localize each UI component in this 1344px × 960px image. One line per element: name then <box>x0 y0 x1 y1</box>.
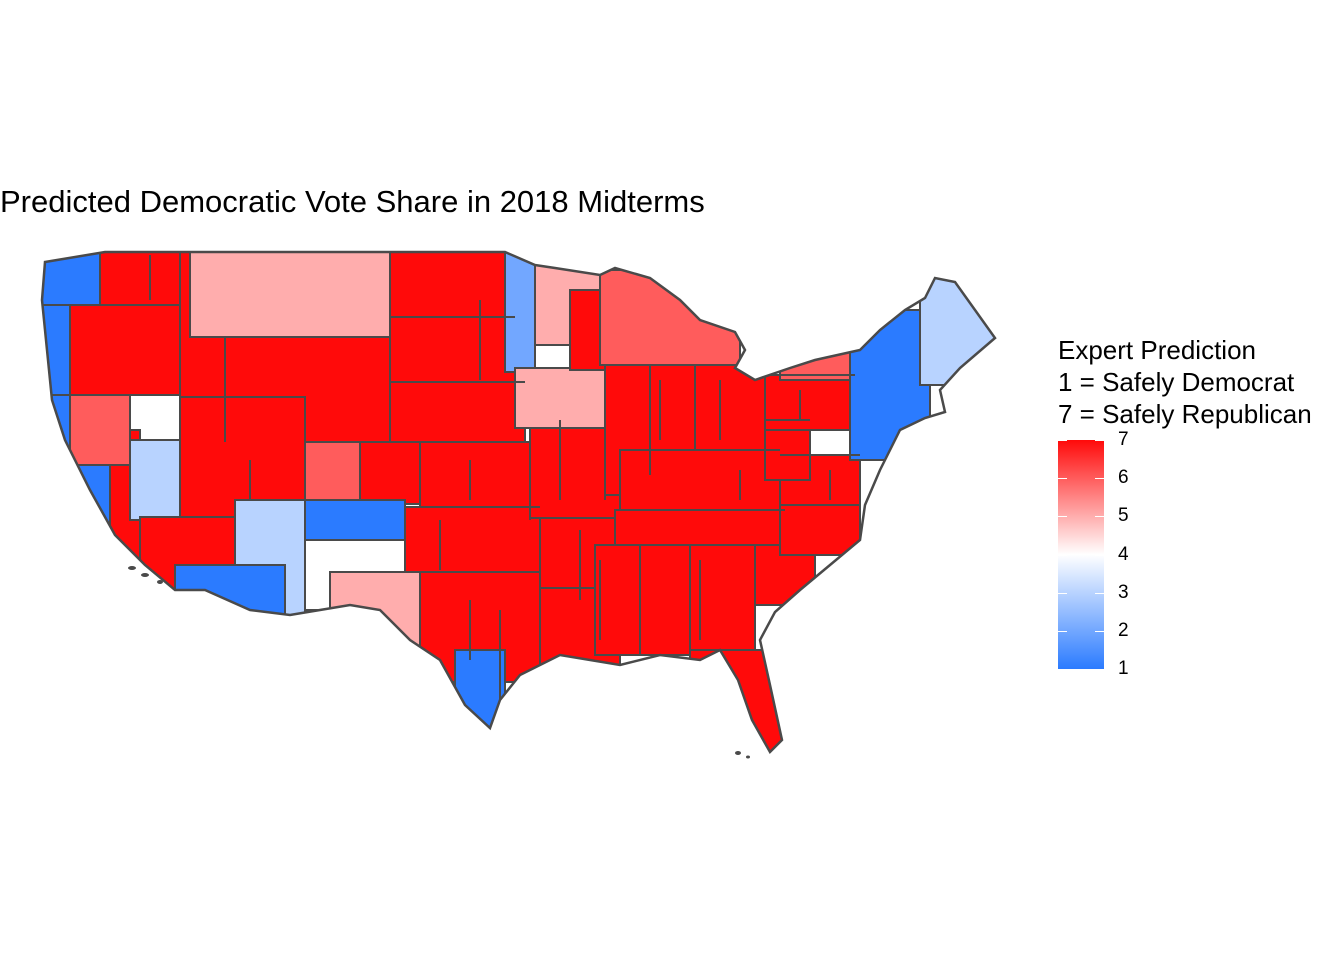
legend-tickmark-left <box>1058 630 1067 632</box>
region-iowa <box>514 367 606 429</box>
legend-tick-2: 2 <box>1118 619 1129 641</box>
district-region-layer <box>42 252 995 752</box>
legend-tick-1: 1 <box>1118 658 1129 679</box>
region-new-england <box>849 309 931 461</box>
legend-tickmark-right <box>1095 630 1104 632</box>
region-oklahoma <box>404 506 541 573</box>
legend-tickmark-left <box>1058 478 1067 480</box>
legend-title-line-2: 1 = Safely Democrat <box>1058 367 1295 397</box>
island-markers <box>128 566 750 759</box>
legend-tick-4: 4 <box>1118 543 1129 565</box>
legend-title-line-3: 7 = Safely Republican <box>1058 399 1312 429</box>
legend-tickmark-right <box>1095 478 1104 480</box>
region-colorado-east <box>359 441 421 505</box>
map-title: Predicted Democratic Vote Share in 2018 … <box>0 184 705 219</box>
region-tennessee <box>614 509 786 546</box>
region-nevada-north <box>69 394 131 466</box>
region-kansas <box>419 441 531 508</box>
region-michigan <box>599 269 741 366</box>
legend-tickmark-left <box>1058 516 1067 518</box>
region-washington-east <box>99 252 191 306</box>
region-utah <box>179 396 306 518</box>
region-north-carolina <box>779 504 861 556</box>
legend-tickmark-left <box>1058 440 1067 441</box>
legend-tickmark-right <box>1095 669 1104 670</box>
region-new-mexico-north <box>304 499 406 541</box>
legend-tickmark-right <box>1095 592 1104 594</box>
region-mississippi <box>594 544 641 656</box>
legend-tickmark-left <box>1058 592 1067 594</box>
legend-tickmark-right <box>1095 516 1104 518</box>
region-pennsylvania <box>764 374 856 431</box>
congressional-district-map <box>40 250 997 759</box>
legend-tickmark-right <box>1095 440 1104 441</box>
legend-tickmark-left <box>1058 669 1067 670</box>
region-minnesota-west <box>504 252 536 373</box>
legend-title-line-1: Expert Prediction <box>1058 335 1256 365</box>
district-lines <box>69 252 921 740</box>
legend-tickmark-left <box>1058 554 1067 556</box>
legend-tickmark-right <box>1095 554 1104 556</box>
region-oregon-east <box>69 304 181 396</box>
region-ohio <box>694 364 766 451</box>
legend-tick-7: 7 <box>1118 429 1129 450</box>
legend-title: Expert Prediction 1 = Safely Democrat 7 … <box>1058 334 1312 430</box>
region-kentucky <box>619 449 781 511</box>
region-nebraska <box>389 381 526 443</box>
region-north-dakota <box>389 252 506 318</box>
region-alabama <box>639 544 691 656</box>
legend-tick-6: 6 <box>1118 467 1129 489</box>
region-montana <box>189 252 391 338</box>
legend-tick-3: 3 <box>1118 581 1129 603</box>
legend-tick-5: 5 <box>1118 505 1129 527</box>
region-south-dakota <box>389 316 516 383</box>
